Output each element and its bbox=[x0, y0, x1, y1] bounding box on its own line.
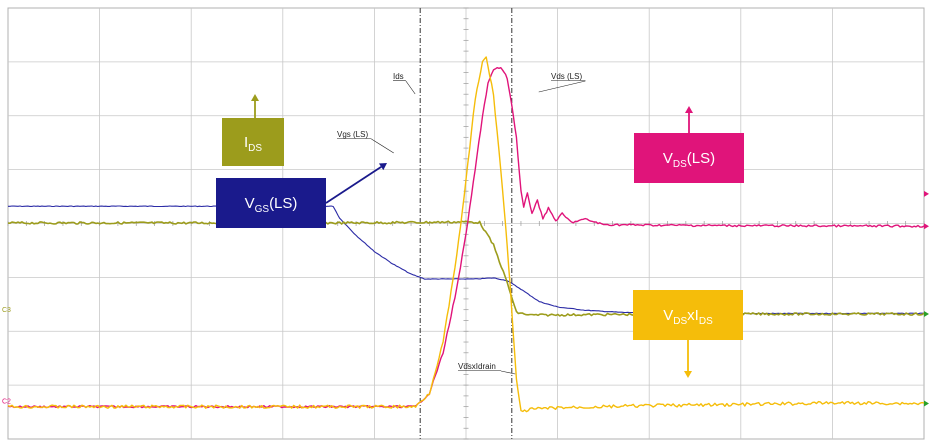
trace-label-ids: Ids bbox=[393, 72, 404, 81]
callout-arrowhead-power bbox=[684, 371, 692, 378]
callout-vds: VDS(LS) bbox=[634, 106, 744, 183]
callout-ids: IDS bbox=[222, 94, 284, 166]
callout-arrow-vgs bbox=[325, 166, 382, 204]
right-level-marker bbox=[924, 400, 929, 407]
right-level-marker bbox=[924, 311, 929, 318]
callouts: IDS VGS(LS) VDS(LS) VDSxIDS bbox=[216, 94, 744, 378]
callout-box-vgs bbox=[216, 178, 326, 228]
trace-label-vds: Vds (LS) bbox=[551, 72, 582, 81]
right-level-marker bbox=[924, 223, 929, 230]
trace-power bbox=[7, 56, 925, 413]
trace-vds bbox=[7, 67, 925, 409]
trace-label-vgs: Vgs (LS) bbox=[337, 130, 368, 139]
channel-marker-c2: C2 bbox=[2, 399, 11, 406]
channel-markers: C3 C2 bbox=[2, 190, 929, 407]
trace-label-leader bbox=[538, 80, 586, 93]
callout-arrowhead-ids bbox=[251, 94, 259, 101]
callout-text-ids: IDS bbox=[244, 134, 262, 154]
callout-power: VDSxIDS bbox=[633, 290, 743, 378]
trace-label-leader bbox=[371, 138, 394, 154]
trace-label-leader bbox=[405, 80, 416, 95]
trace-label-leader bbox=[500, 370, 516, 375]
callout-text-power: VDSxIDS bbox=[663, 307, 713, 327]
grid bbox=[7, 7, 925, 440]
trace-vgs bbox=[8, 205, 925, 315]
callout-text-vds: VDS(LS) bbox=[663, 150, 715, 170]
callout-box-ids bbox=[222, 118, 284, 166]
callout-arrowhead-vds bbox=[685, 106, 693, 113]
channel-marker-c3: C3 bbox=[2, 307, 11, 314]
callout-text-vgs: VGS(LS) bbox=[245, 195, 298, 215]
callout-vgs: VGS(LS) bbox=[216, 163, 387, 228]
right-level-marker bbox=[924, 190, 929, 197]
callout-arrowhead-vgs bbox=[378, 163, 387, 171]
cursors bbox=[419, 8, 513, 439]
trace-ids bbox=[7, 220, 925, 317]
trace-labels: Vgs (LS) Ids Vds (LS) VdsxIdrain bbox=[337, 72, 586, 375]
callout-box-vds bbox=[634, 133, 744, 183]
traces bbox=[7, 56, 925, 413]
callout-box-power bbox=[633, 290, 743, 340]
trace-label-power: VdsxIdrain bbox=[458, 362, 496, 371]
